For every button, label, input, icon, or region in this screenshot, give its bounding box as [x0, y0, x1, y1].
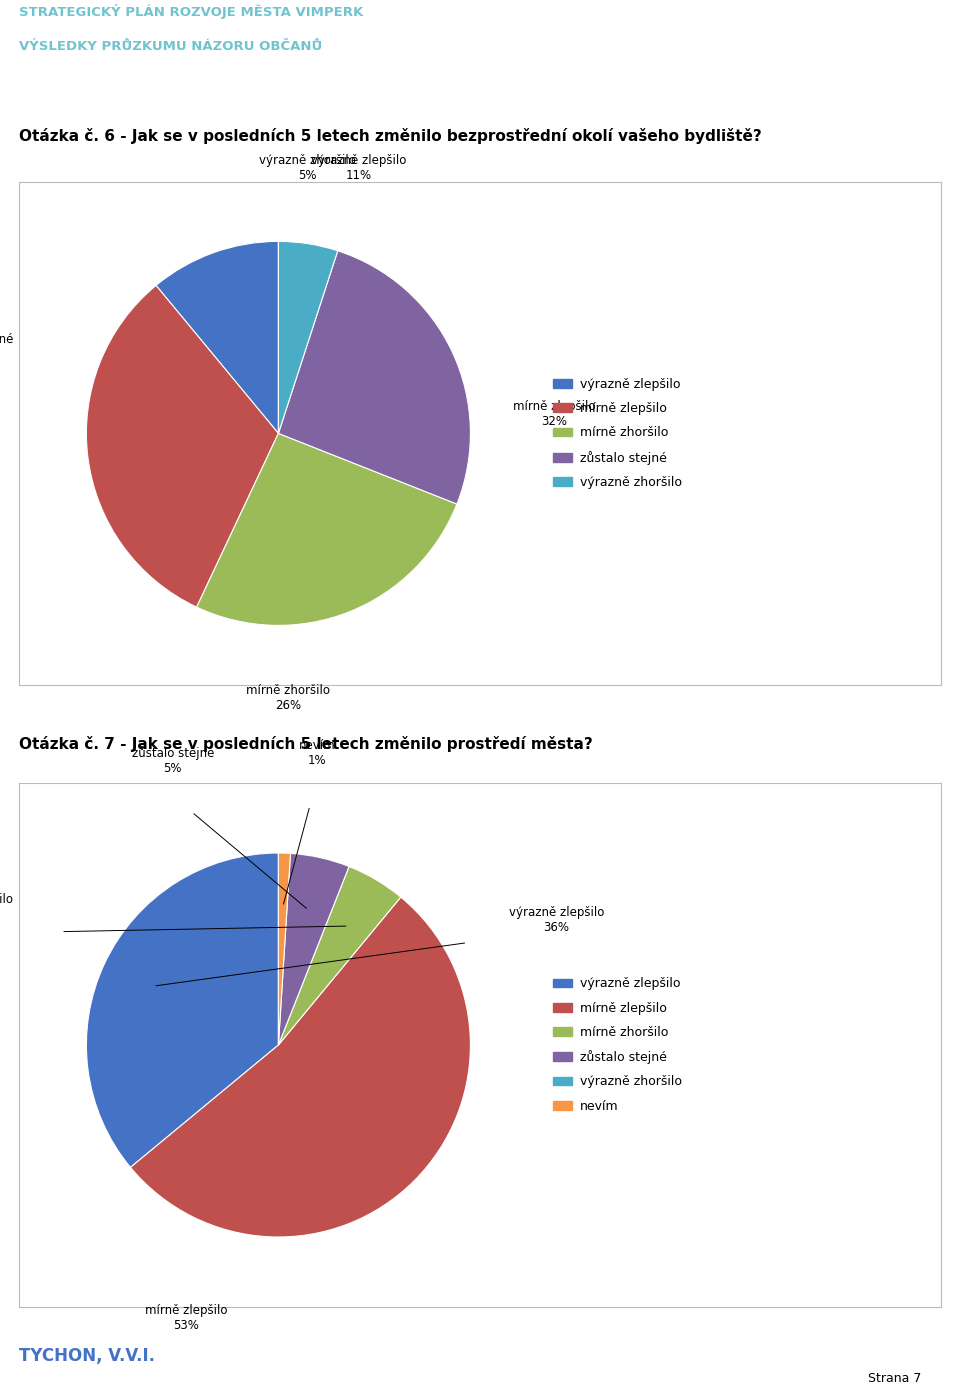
Wedge shape	[278, 250, 470, 505]
Legend: výrazně zlepšilo, mírně zlepšilo, mírně zhoršilo, zůstalo stejné, výrazně zhorši: výrazně zlepšilo, mírně zlepšilo, mírně …	[554, 977, 682, 1113]
Wedge shape	[86, 285, 278, 607]
Text: VÝSLEDKY PRŮZKUMU NÁZORU OBČANŮ: VÝSLEDKY PRŮZKUMU NÁZORU OBČANŮ	[19, 41, 323, 53]
Text: nevím
1%: nevím 1%	[299, 740, 335, 768]
Text: zůstalo stejné
26%: zůstalo stejné 26%	[0, 333, 13, 362]
Text: výrazně zlepšilo
36%: výrazně zlepšilo 36%	[509, 906, 604, 934]
Wedge shape	[278, 242, 338, 433]
Text: mírně zhoršilo
26%: mírně zhoršilo 26%	[246, 685, 330, 713]
Wedge shape	[156, 242, 278, 433]
Wedge shape	[278, 853, 349, 1046]
Text: výrazně zhoršilo
5%: výrazně zhoršilo 5%	[259, 154, 355, 182]
Text: STRATEGICKÝ PLÁN ROZVOJE MĚSTA VIMPERK: STRATEGICKÝ PLÁN ROZVOJE MĚSTA VIMPERK	[19, 4, 364, 18]
Wedge shape	[86, 853, 278, 1167]
Wedge shape	[131, 898, 470, 1237]
Text: Otázka č. 7 - Jak se v posledních 5 letech změnilo prostředí města?: Otázka č. 7 - Jak se v posledních 5 lete…	[19, 737, 593, 752]
Wedge shape	[278, 867, 400, 1046]
Wedge shape	[278, 853, 291, 1046]
Text: mírně zlepšilo
32%: mírně zlepšilo 32%	[513, 400, 595, 428]
Text: mírně zhoršilo
5%: mírně zhoršilo 5%	[0, 893, 13, 921]
Wedge shape	[197, 433, 457, 625]
Text: zůstalo stejné
5%: zůstalo stejné 5%	[132, 747, 214, 776]
Legend: výrazně zlepšilo, mírně zlepšilo, mírně zhoršilo, zůstalo stejné, výrazně zhorši: výrazně zlepšilo, mírně zlepšilo, mírně …	[554, 377, 682, 489]
Text: Otázka č. 6 - Jak se v posledních 5 letech změnilo bezprostřední okolí vašeho by: Otázka č. 6 - Jak se v posledních 5 lete…	[19, 129, 762, 144]
Text: Strana 7: Strana 7	[868, 1373, 922, 1385]
Text: výrazně zlepšilo
11%: výrazně zlepšilo 11%	[311, 154, 407, 182]
Text: mírně zlepšilo
53%: mírně zlepšilo 53%	[145, 1304, 228, 1332]
Text: TYCHON, V.V.I.: TYCHON, V.V.I.	[19, 1346, 156, 1364]
